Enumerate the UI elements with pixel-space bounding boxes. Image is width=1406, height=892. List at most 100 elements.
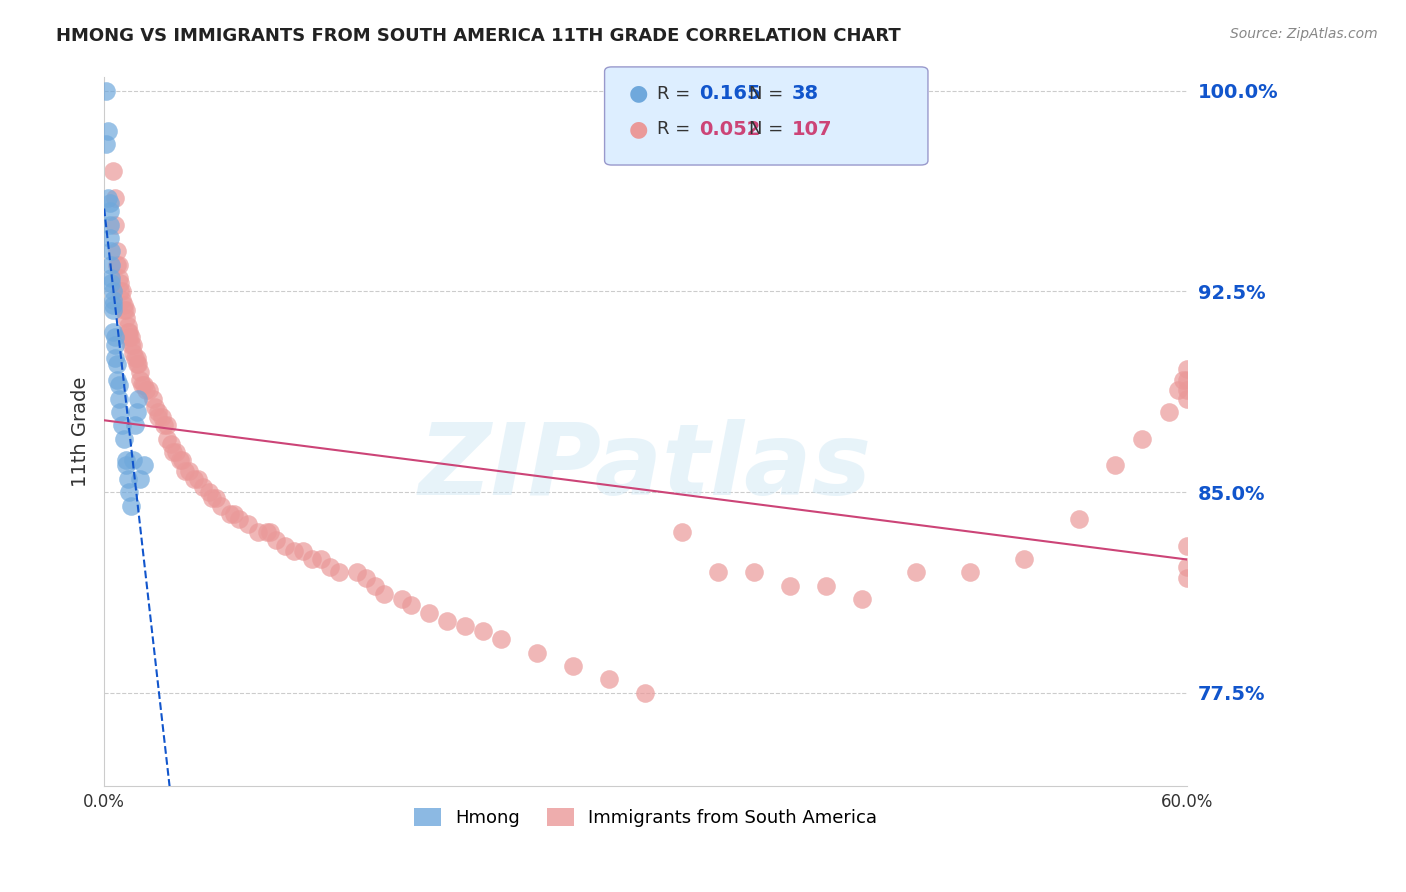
Point — [127, 357, 149, 371]
Point — [105, 244, 128, 259]
Point — [1104, 458, 1126, 473]
Point — [454, 619, 477, 633]
Point — [105, 357, 128, 371]
Point — [122, 346, 145, 360]
Point — [156, 432, 179, 446]
Point — [111, 418, 134, 433]
Point — [110, 277, 132, 291]
Point — [105, 258, 128, 272]
Point — [107, 378, 129, 392]
Point — [111, 293, 134, 307]
Point — [197, 485, 219, 500]
Point — [364, 579, 387, 593]
Point — [120, 499, 142, 513]
Point — [222, 507, 245, 521]
Legend: Hmong, Immigrants from South America: Hmong, Immigrants from South America — [406, 800, 884, 834]
Point — [148, 405, 170, 419]
Point — [112, 432, 135, 446]
Point — [98, 231, 121, 245]
Point — [129, 365, 152, 379]
Point — [264, 533, 287, 548]
Point — [100, 277, 122, 291]
Text: R =: R = — [657, 120, 696, 138]
Point — [143, 400, 166, 414]
Point — [100, 271, 122, 285]
Point — [100, 244, 122, 259]
Point — [489, 632, 512, 647]
Point — [97, 124, 120, 138]
Point — [1157, 405, 1180, 419]
Point — [117, 325, 139, 339]
Point — [851, 592, 873, 607]
Point — [634, 686, 657, 700]
Point — [273, 539, 295, 553]
Text: N =: N = — [749, 120, 789, 138]
Point — [101, 325, 124, 339]
Point — [1175, 373, 1198, 387]
Point — [183, 472, 205, 486]
Point — [118, 330, 141, 344]
Point — [112, 298, 135, 312]
Point — [135, 384, 157, 398]
Point — [101, 298, 124, 312]
Point — [100, 258, 122, 272]
Point — [165, 445, 187, 459]
Text: ZIPatlas: ZIPatlas — [419, 419, 872, 516]
Point — [346, 566, 368, 580]
Point — [98, 196, 121, 211]
Point — [124, 418, 146, 433]
Point — [201, 491, 224, 505]
Point — [472, 624, 495, 639]
Text: R =: R = — [657, 85, 696, 103]
Point — [1175, 560, 1198, 574]
Point — [110, 285, 132, 299]
Text: HMONG VS IMMIGRANTS FROM SOUTH AMERICA 11TH GRADE CORRELATION CHART: HMONG VS IMMIGRANTS FROM SOUTH AMERICA 1… — [56, 27, 901, 45]
Point — [399, 598, 422, 612]
Point — [132, 378, 155, 392]
Point — [562, 659, 585, 673]
Point — [114, 311, 136, 326]
Point — [205, 491, 228, 505]
Point — [104, 351, 127, 366]
Point — [160, 437, 183, 451]
Point — [246, 525, 269, 540]
Point — [112, 303, 135, 318]
Point — [174, 464, 197, 478]
Point — [122, 338, 145, 352]
Point — [138, 384, 160, 398]
Point — [107, 271, 129, 285]
Point — [117, 472, 139, 486]
Point — [118, 325, 141, 339]
Point — [238, 517, 260, 532]
Text: ●: ● — [628, 120, 648, 139]
Point — [114, 453, 136, 467]
Point — [177, 464, 200, 478]
Point — [107, 392, 129, 406]
Point — [125, 405, 148, 419]
Text: N =: N = — [749, 85, 789, 103]
Point — [98, 204, 121, 219]
Point — [120, 330, 142, 344]
Point — [959, 566, 981, 580]
Point — [132, 458, 155, 473]
Text: ●: ● — [628, 84, 648, 103]
Y-axis label: 11th Grade: 11th Grade — [72, 376, 90, 487]
Point — [169, 453, 191, 467]
Point — [120, 338, 142, 352]
Point — [1167, 384, 1189, 398]
Point — [170, 453, 193, 467]
Point — [125, 351, 148, 366]
Point — [1175, 362, 1198, 376]
Point — [1067, 512, 1090, 526]
Point — [1175, 539, 1198, 553]
Point — [187, 472, 209, 486]
Point — [1130, 432, 1153, 446]
Point — [127, 392, 149, 406]
Point — [598, 673, 620, 687]
Point — [104, 191, 127, 205]
Point — [129, 373, 152, 387]
Point — [152, 418, 174, 433]
Point — [1173, 373, 1195, 387]
Point — [209, 499, 232, 513]
Point — [107, 258, 129, 272]
